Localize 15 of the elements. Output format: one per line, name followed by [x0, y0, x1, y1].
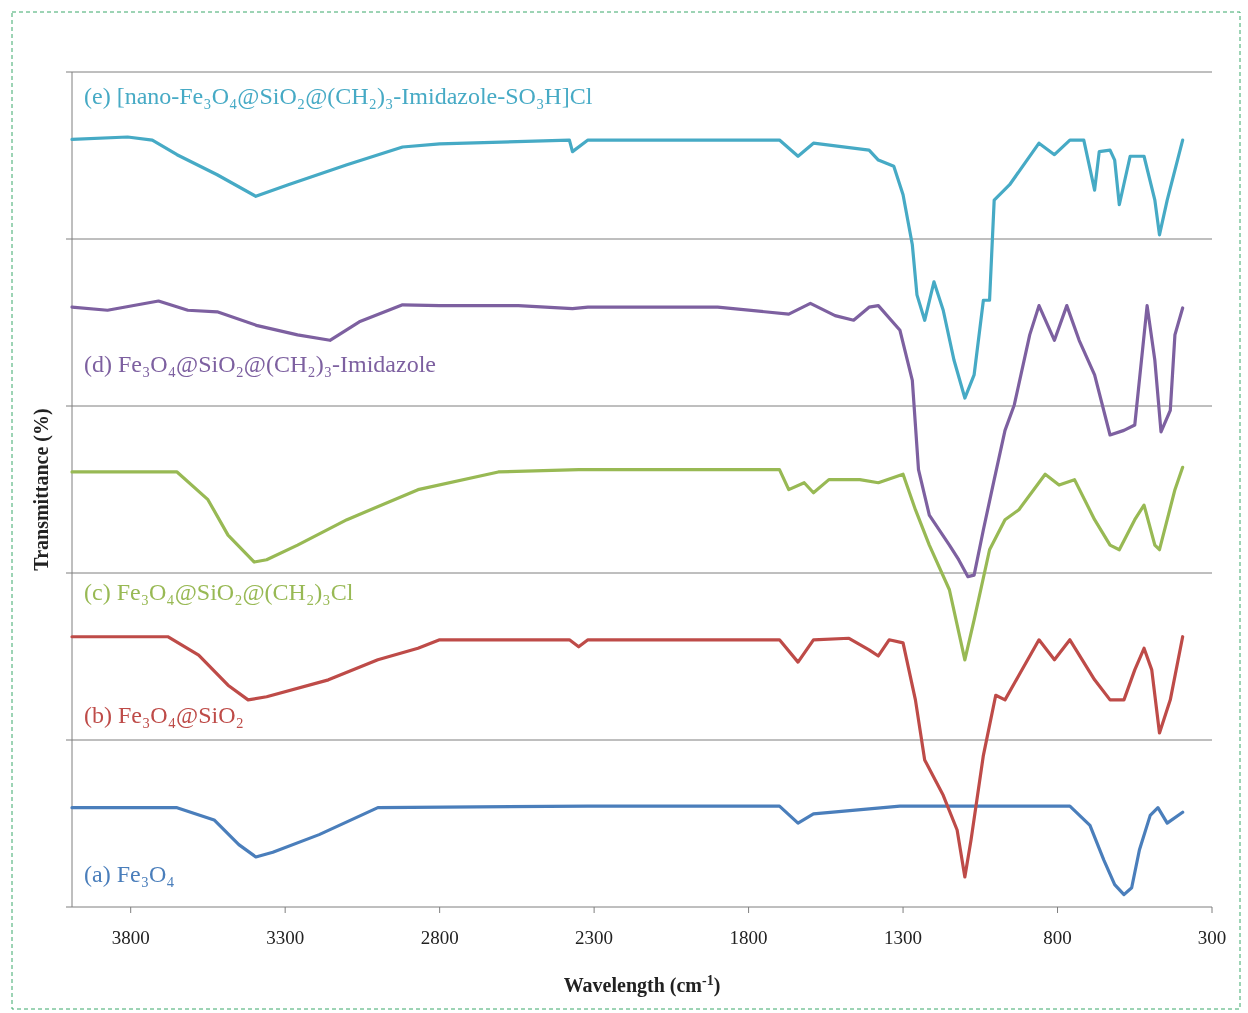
x-tick-label: 2800: [420, 927, 459, 948]
x-tick-label: 3300: [266, 927, 305, 948]
series-label: (e) [nano-Fe₃O₄@SiO₂@(CH₂)₃-Imidazole-SO₃H]Cl: [84, 83, 593, 110]
text: (a) Fe₃O₄: [84, 860, 175, 887]
x-tick-label: 3800: [111, 927, 150, 948]
x-axis-title: Wavelength (cm$^{-1}$): [563, 972, 721, 997]
series-label: (d) Fe₃O₄@SiO₂@(CH₂)₃-Imidazole: [84, 351, 436, 378]
y-axis-title: Transmittance (%): [30, 408, 53, 571]
x-tick-label: 2300: [575, 927, 614, 948]
x-tick-label: 1800: [729, 927, 768, 948]
x-tick-label: 1300: [884, 927, 923, 948]
x-tick-label: 300: [1197, 927, 1227, 948]
series-label: (c) Fe₃O₄@SiO₂@(CH₂)₃Cl: [84, 578, 354, 605]
x-tick-label: 800: [1043, 927, 1072, 948]
series-label: (b) Fe₃O₄@SiO₂: [84, 701, 244, 728]
